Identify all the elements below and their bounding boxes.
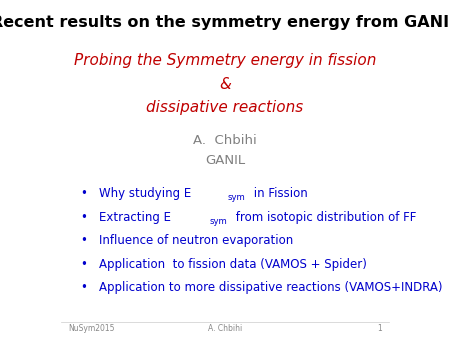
Text: sym: sym <box>209 217 227 226</box>
Text: Why studying E: Why studying E <box>99 188 191 200</box>
Text: Extracting E: Extracting E <box>99 211 171 224</box>
Text: Application  to fission data (VAMOS + Spider): Application to fission data (VAMOS + Spi… <box>99 258 367 271</box>
Text: Recent results on the symmetry energy from GANIL: Recent results on the symmetry energy fr… <box>0 15 450 30</box>
Text: from isotopic distribution of FF: from isotopic distribution of FF <box>232 211 416 224</box>
Text: dissipative reactions: dissipative reactions <box>146 100 304 115</box>
Text: in Fission: in Fission <box>250 188 308 200</box>
Text: A. Chbihi: A. Chbihi <box>208 324 242 333</box>
Text: &: & <box>219 77 231 92</box>
Text: sym: sym <box>228 193 245 202</box>
Text: GANIL: GANIL <box>205 154 245 167</box>
Text: •: • <box>81 234 88 247</box>
Text: •: • <box>81 281 88 294</box>
Text: •: • <box>81 258 88 271</box>
Text: 1: 1 <box>378 324 382 333</box>
Text: A.  Chbihi: A. Chbihi <box>193 134 257 147</box>
Text: Influence of neutron evaporation: Influence of neutron evaporation <box>99 234 293 247</box>
Text: NuSym2015: NuSym2015 <box>68 324 114 333</box>
Text: Probing the Symmetry energy in fission: Probing the Symmetry energy in fission <box>74 53 376 68</box>
Text: •: • <box>81 188 88 200</box>
Text: Application to more dissipative reactions (VAMOS+INDRA): Application to more dissipative reaction… <box>99 281 442 294</box>
Text: •: • <box>81 211 88 224</box>
